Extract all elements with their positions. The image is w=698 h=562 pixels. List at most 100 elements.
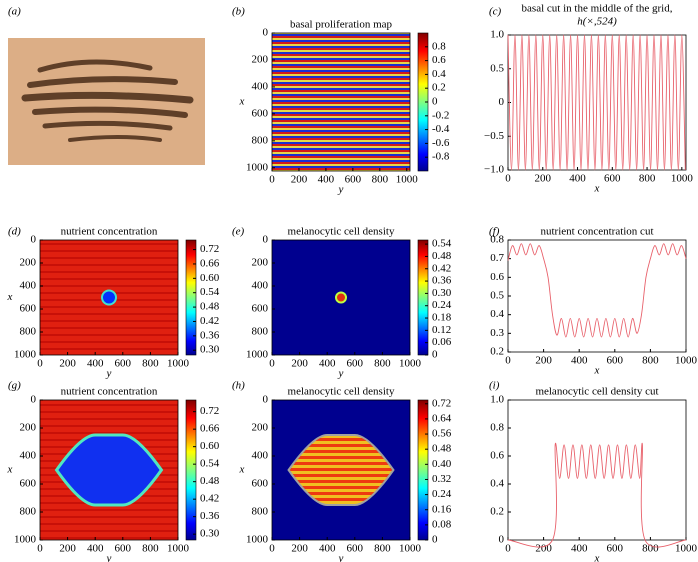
y-tick-label: 0: [263, 234, 269, 246]
y-tick-label: 0: [263, 394, 269, 406]
panel-title: nutrient concentration cut: [540, 226, 653, 238]
y-tick-label: 0.8: [490, 422, 504, 434]
panel: (f) nutrient concentration cut 0 200 400 600 8…: [489, 226, 698, 377]
x-axis-label: x: [594, 183, 600, 195]
x-axis-label: y: [106, 368, 112, 380]
x-tick-label: 800: [374, 543, 391, 555]
colorbar-tick-label: 0.18: [432, 312, 452, 324]
colorbar-tick-label: 0.30: [432, 287, 452, 299]
colorbar-tick-label: 0.36: [432, 275, 452, 287]
x-tick-label: 200: [291, 543, 308, 555]
y-tick-label: 0.6: [490, 450, 504, 462]
y-tick-label: 800: [20, 326, 37, 338]
colorbar-tick-label: 0.40: [432, 458, 452, 470]
colorbar-tick-label: 0.24: [432, 299, 452, 311]
colorbar-tick-label: 0.72: [200, 243, 219, 255]
colorbar-tick-label: 0.4: [432, 68, 446, 80]
x-tick-label: 800: [642, 543, 659, 555]
x-tick-label: 800: [639, 173, 656, 185]
colorbar-tick-label: 0.48: [200, 301, 220, 313]
x-tick-label: 400: [87, 358, 104, 370]
colorbar-tick-label: 0.56: [432, 428, 452, 440]
heatmap-region: [287, 434, 395, 506]
x-tick-label: 1000: [399, 358, 422, 370]
panel-label: (h): [232, 380, 245, 392]
y-tick-label: 0.4: [490, 478, 504, 490]
y-axis-label: x: [7, 464, 13, 476]
x-tick-label: 400: [571, 355, 588, 367]
y-tick-label: 0: [263, 27, 269, 39]
x-axis-label: x: [594, 553, 600, 562]
colorbar-tick-label: 0.48: [432, 443, 452, 455]
y-tick-label: 0.7: [490, 252, 504, 264]
x-tick-label: 400: [571, 543, 588, 555]
panel-label: (c): [489, 6, 502, 18]
line: [507, 243, 687, 338]
y-tick-label: 0: [31, 394, 37, 406]
x-tick-label: 600: [607, 355, 624, 367]
y-tick-label: 200: [20, 422, 37, 434]
panel-title: melanocytic cell density cut: [535, 386, 658, 398]
y-tick-label: 0.3: [490, 327, 504, 339]
colorbar-tick-label: 0.60: [200, 440, 220, 452]
y-tick-label: 0.2: [490, 506, 504, 518]
x-tick-label: 200: [535, 543, 552, 555]
colorbar-tick-label: -0.2: [432, 109, 449, 121]
x-tick-label: 1000: [167, 543, 190, 555]
y-tick-label: 0.8: [490, 234, 504, 246]
x-tick-label: 600: [345, 174, 362, 186]
x-tick-label: 200: [291, 358, 308, 370]
y-tick-label: 800: [252, 134, 269, 146]
x-tick-label: 200: [535, 355, 552, 367]
colorbar-tick-label: 0.16: [432, 503, 452, 515]
x-tick-label: 800: [642, 355, 659, 367]
colorbar: [417, 399, 429, 541]
x-axis-label: x: [594, 365, 600, 377]
y-tick-label: 0.6: [490, 271, 504, 283]
colorbar-tick-label: 0.48: [432, 250, 452, 262]
x-axis-label: y: [338, 184, 344, 196]
x-tick-label: 800: [142, 543, 159, 555]
y-tick-label: 0.5: [490, 290, 504, 302]
x-tick-label: 400: [569, 173, 586, 185]
x-tick-label: 200: [291, 174, 308, 186]
x-tick-label: 1000: [675, 355, 698, 367]
x-tick-label: 0: [505, 355, 511, 367]
colorbar-tick-label: 0.64: [432, 412, 452, 424]
x-tick-label: 1000: [675, 543, 698, 555]
y-tick-label: 0: [499, 534, 505, 546]
plot-frame: [271, 399, 411, 541]
y-tick-label: 1000: [246, 349, 269, 361]
colorbar-tick-label: 0.54: [200, 286, 220, 298]
colorbar-tick-label: 0.54: [432, 238, 452, 250]
colorbar-tick-label: 0: [432, 96, 438, 108]
y-axis-label: x: [239, 96, 245, 108]
panel: (d) nutrient concentration 0 200 400 600 800 10…: [7, 226, 220, 380]
panel-title: melanocytic cell density: [288, 386, 395, 398]
x-tick-label: 800: [372, 174, 389, 186]
y-tick-label: 0: [31, 234, 37, 246]
colorbar-tick-label: 0.30: [200, 528, 220, 540]
colorbar-tick-label: 0.2: [432, 82, 446, 94]
x-tick-label: 200: [59, 543, 76, 555]
colorbar: [185, 239, 197, 356]
colorbar-tick-label: -0.4: [432, 123, 450, 135]
x-tick-label: 600: [347, 543, 364, 555]
heatmap-image: [272, 33, 410, 171]
x-tick-label: 600: [607, 543, 624, 555]
plot-frame: [39, 399, 179, 541]
panel-label: (i): [489, 380, 500, 392]
plot-frame: [507, 239, 687, 353]
y-tick-label: 200: [252, 422, 269, 434]
panel-title: basal cut in the middle of the grid,: [522, 3, 673, 15]
colorbar: [417, 239, 429, 356]
plot-frame: [507, 399, 687, 541]
x-tick-label: 400: [318, 174, 335, 186]
y-axis-label: x: [7, 291, 13, 303]
colorbar-tick-label: 0.42: [200, 493, 219, 505]
panel: (g) nutrient concentration 0 200 400 600 800 10…: [7, 380, 220, 562]
y-tick-label: −0.5: [484, 130, 504, 142]
line: [507, 442, 687, 548]
heatmap-spot: [335, 291, 347, 304]
